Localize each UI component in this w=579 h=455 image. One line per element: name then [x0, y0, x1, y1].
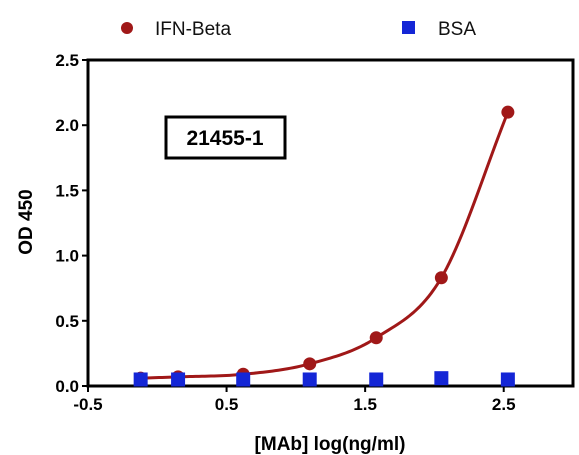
plot-area-border [86, 58, 575, 388]
data-point-bsa [500, 372, 515, 387]
x-tick-label: 0.5 [215, 395, 239, 414]
data-point-bsa [171, 372, 186, 387]
legend-label-ifn-beta: IFN-Beta [155, 19, 231, 40]
data-point-bsa [434, 371, 449, 386]
x-axis-ticks: -0.5 0.5 1.5 2.5 [73, 386, 516, 414]
data-point-bsa [133, 372, 148, 387]
y-tick-label: 1.0 [55, 247, 79, 266]
legend: IFN-Beta BSA [121, 19, 476, 40]
legend-label-bsa: BSA [438, 19, 476, 40]
y-tick-label: 2.5 [55, 51, 79, 70]
plot-frame [86, 58, 575, 388]
annotation-box [164, 115, 287, 160]
data-point-bsa [302, 372, 317, 387]
legend-marker-ifn-beta [121, 22, 133, 34]
x-tick-label: 1.5 [353, 395, 377, 414]
y-axis-title: OD 450 [16, 189, 37, 254]
annotation: 21455-1 [164, 115, 287, 160]
y-tick-label: 0.0 [55, 377, 79, 396]
y-tick-label: 2.0 [55, 116, 79, 135]
legend-marker-bsa [402, 21, 415, 34]
x-tick-label: -0.5 [73, 395, 102, 414]
y-tick-label: 0.5 [55, 312, 79, 331]
data-point-bsa [236, 372, 251, 387]
data-point-ifn-beta [369, 331, 383, 345]
x-axis-title: [MAb] log(ng/ml) [255, 434, 406, 455]
data-point-ifn-beta [303, 357, 317, 371]
annotation-label: 21455-1 [186, 127, 263, 150]
y-axis-ticks: 0.0 0.5 1.0 1.5 2.0 2.5 [55, 51, 88, 396]
fit-curve-ifn-beta [140, 111, 510, 380]
x-tick-label: 2.5 [492, 395, 516, 414]
y-tick-label: 1.5 [55, 181, 79, 200]
data-points [133, 105, 515, 387]
data-point-ifn-beta [434, 271, 448, 285]
fit-curves [140, 111, 510, 380]
data-point-ifn-beta [501, 105, 515, 119]
data-point-bsa [369, 372, 384, 387]
